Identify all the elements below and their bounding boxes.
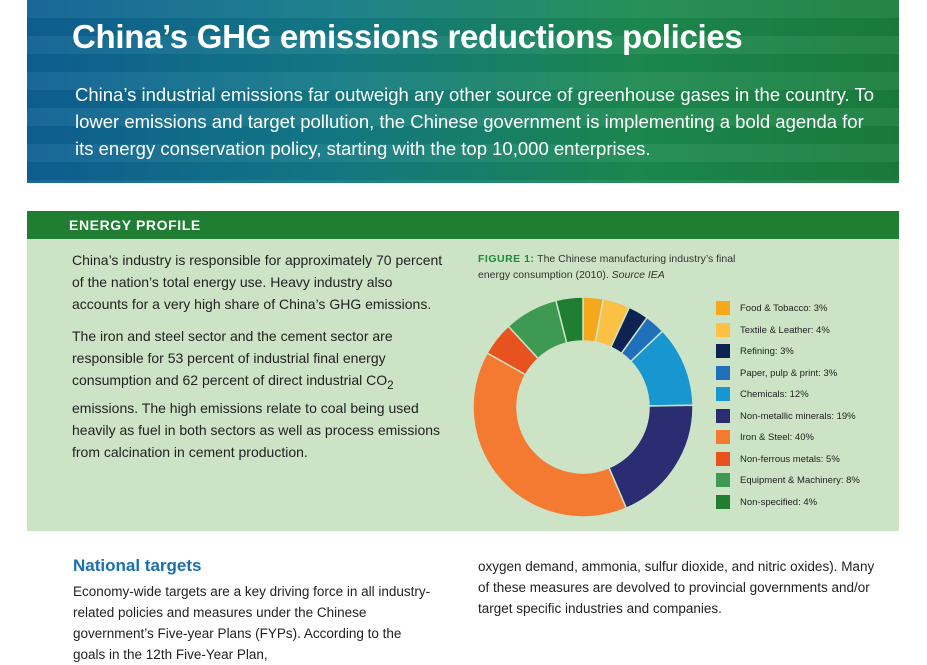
legend-swatch: [716, 494, 730, 509]
legend-label: Non-ferrous metals: 5%: [740, 453, 840, 465]
figure-source: Source IEA: [611, 269, 665, 281]
figure-caption: FIGURE 1: The Chinese manufacturing indu…: [478, 251, 768, 283]
page-title: China’s GHG emissions reductions policie…: [72, 18, 743, 55]
national-targets-right-text: oxygen demand, ammonia, sulfur dioxide, …: [478, 559, 875, 616]
legend-swatch: [716, 365, 730, 380]
national-targets-heading: National targets: [73, 556, 202, 575]
co2-subscript: 2: [387, 378, 394, 392]
legend-swatch: [716, 408, 730, 423]
energy-profile-heading: ENERGY PROFILE: [27, 211, 899, 239]
legend-label: Refining: 3%: [740, 346, 794, 357]
donut-slice-iron-steel: [472, 351, 628, 518]
legend-swatch: [716, 344, 730, 358]
legend-swatch: [716, 430, 730, 444]
energy-profile-section: ENERGY PROFILE China’s industry is respo…: [27, 211, 899, 531]
figure-caption-text: The Chinese manufacturing industry’s fin…: [478, 253, 736, 281]
paragraph-2-part-a: The iron and steel sector and the cement…: [72, 328, 393, 388]
legend-swatch: [716, 387, 730, 401]
legend-swatch: [716, 451, 730, 466]
legend-label: Equipment & Machinery: 8%: [740, 475, 860, 486]
national-targets-left-text: Economy-wide targets are a key driving f…: [73, 584, 431, 662]
paragraph-2-part-b: emissions. The high emissions relate to …: [72, 399, 441, 460]
donut-chart: [472, 296, 694, 518]
header-banner: China’s GHG emissions reductions policie…: [27, 0, 899, 183]
legend-swatch: [716, 301, 730, 315]
energy-profile-paragraph-2: The iron and steel sector and the cement…: [72, 325, 452, 463]
donut-slice-non-metallic-minerals: [607, 404, 694, 510]
donut-slice-non-specified: [554, 296, 584, 344]
legend-label: Textile & Leather: 4%: [740, 324, 830, 336]
legend-label: Food & Tobacco: 3%: [740, 303, 828, 314]
energy-profile-paragraph-1: China’s industry is responsible for appr…: [72, 252, 443, 312]
legend-label: Iron & Steel: 40%: [740, 432, 814, 443]
legend-label: Paper, pulp & print: 3%: [740, 367, 838, 379]
legend-swatch: [716, 322, 730, 337]
figure-label: FIGURE 1:: [478, 253, 535, 265]
legend-label: Chemicals: 12%: [740, 389, 809, 400]
legend-swatch: [716, 473, 730, 487]
intro-text: China’s industrial emissions far outweig…: [75, 84, 875, 159]
legend-label: Non-specified: 4%: [740, 496, 818, 508]
legend-label: Non-metallic minerals: 19%: [740, 410, 856, 422]
